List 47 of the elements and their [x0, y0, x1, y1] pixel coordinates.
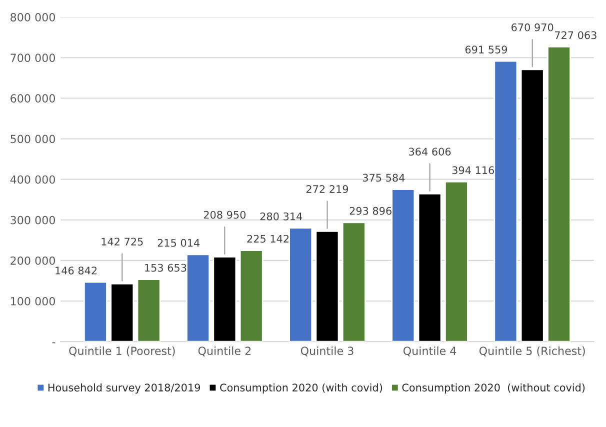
x-tick-label: Quintile 2 — [198, 346, 251, 356]
y-tick-label: 400 000 — [10, 175, 55, 184]
x-tick-label: Quintile 1 (Poorest) — [69, 346, 175, 356]
y-tick-label: 600 000 — [10, 94, 55, 103]
x-tick-label: Quintile 3 — [300, 346, 354, 356]
y-tick-label: 700 000 — [10, 54, 55, 62]
bar — [186, 254, 210, 342]
bar — [547, 46, 571, 342]
bar — [342, 222, 366, 342]
bar — [239, 250, 264, 342]
bar — [520, 68, 544, 342]
data-label: 670 970 — [512, 23, 554, 32]
data-label: 153 653 — [145, 264, 186, 272]
bar — [110, 283, 134, 342]
data-label: 272 219 — [306, 185, 348, 194]
legend-label: Consumption 2020 (with covid) — [220, 383, 382, 394]
bar — [315, 230, 340, 342]
data-label: 375 584 — [362, 174, 405, 182]
data-label: 215 014 — [158, 238, 200, 247]
data-label: 364 606 — [409, 148, 451, 156]
bar — [212, 256, 237, 342]
bar — [494, 60, 518, 342]
data-label: 146 842 — [56, 266, 97, 274]
x-tick-label: Quintile 5 (Richest) — [479, 346, 585, 356]
legend-label: Household survey 2018/2019 — [48, 383, 200, 394]
bar — [418, 193, 442, 342]
legend-label: Consumption 2020 (without covid) — [402, 383, 585, 394]
bar — [444, 181, 468, 342]
data-label: 225 142 — [247, 234, 289, 243]
x-tick-label: Quintile 4 — [403, 346, 456, 356]
data-label: 691 559 — [465, 46, 508, 54]
data-label: 727 063 — [554, 31, 596, 40]
y-tick-label: 200 000 — [10, 256, 55, 265]
bar — [288, 227, 313, 342]
bar — [83, 281, 108, 342]
y-tick-label: 800 000 — [10, 13, 55, 22]
y-tick-label: 500 000 — [10, 134, 55, 144]
y-tick-label: 300 000 — [10, 216, 55, 224]
y-tick-label: - — [52, 342, 56, 344]
data-label: 293 896 — [350, 206, 392, 215]
data-label: 142 725 — [102, 238, 143, 246]
data-label: 208 950 — [204, 210, 246, 219]
data-label: 394 116 — [452, 166, 494, 174]
data-label: 280 314 — [260, 212, 302, 220]
bar — [136, 278, 161, 342]
y-tick-label: 100 000 — [11, 297, 55, 306]
bar — [391, 188, 416, 342]
